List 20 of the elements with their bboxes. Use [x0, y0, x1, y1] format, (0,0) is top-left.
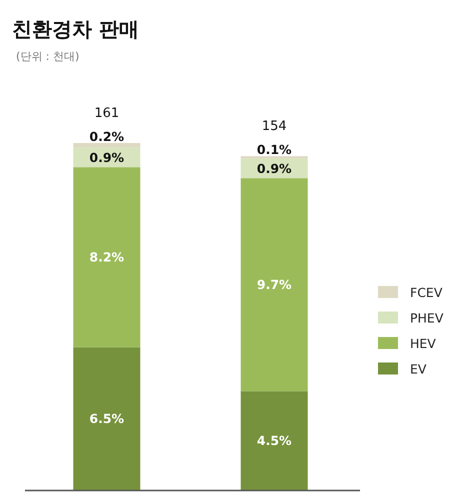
bar: [73, 167, 140, 348]
legend-label: EV: [410, 362, 427, 376]
data-label: 0.9%: [256, 160, 292, 176]
data-label: 8.2%: [89, 250, 125, 265]
data-label: 4.5%: [256, 433, 292, 448]
bar: [240, 391, 308, 490]
text: 154: [262, 119, 287, 134]
data-label: 0.9%: [89, 150, 125, 165]
legend-label: PHEV: [410, 310, 444, 326]
legend-label: HEV: [410, 336, 436, 351]
text: 161: [94, 106, 120, 121]
chart-subtitle: (단위 : 천대): [16, 50, 80, 63]
bar: [240, 178, 308, 392]
bar: [73, 347, 140, 490]
data-label: 0.1%: [256, 142, 292, 158]
data-label: 9.7%: [256, 277, 292, 292]
legend-label: FCEV: [410, 285, 443, 300]
chart-title: 친환경차 판매: [12, 17, 139, 41]
data-label: 6.5%: [89, 411, 125, 426]
data-label: 0.2%: [89, 129, 125, 144]
